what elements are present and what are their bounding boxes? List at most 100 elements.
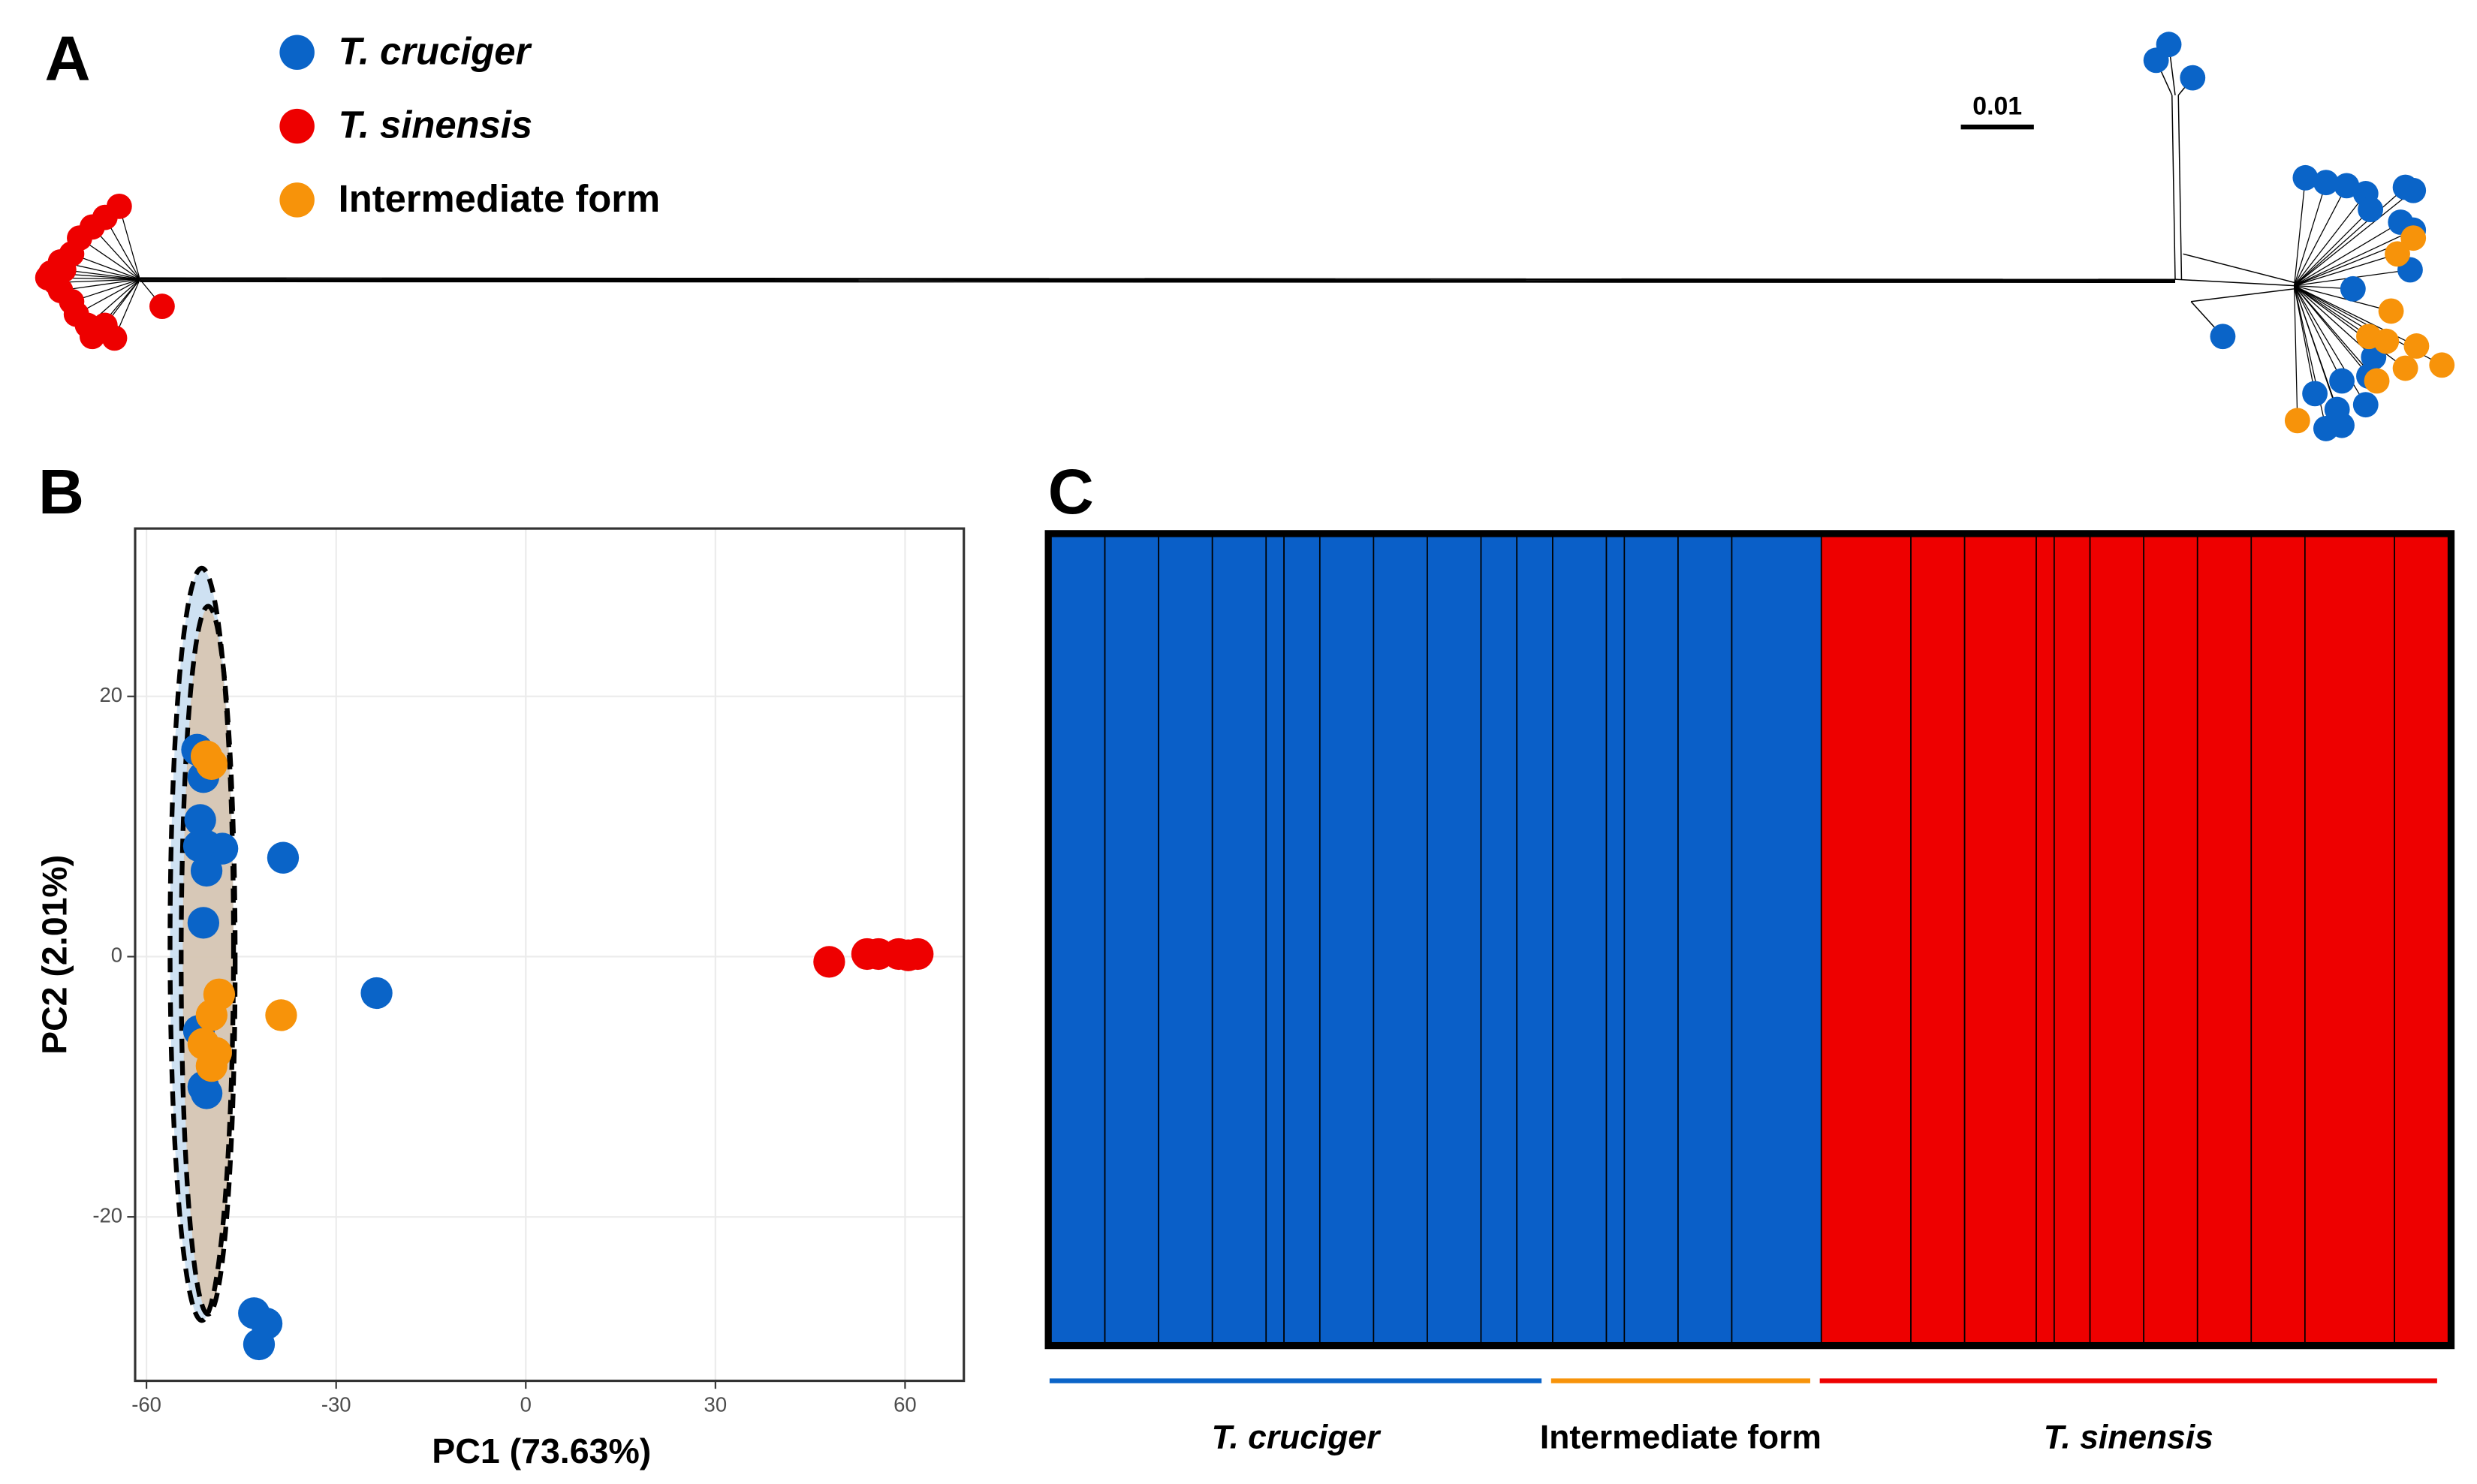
y-axis-label: PC2 (2.01%) xyxy=(35,855,74,1055)
point xyxy=(187,907,220,939)
plot-frame xyxy=(1044,530,2455,1350)
branch xyxy=(2294,253,2398,287)
y-tick-label: -20 xyxy=(92,1203,122,1227)
branch xyxy=(140,281,2176,284)
y-tick-label: 20 xyxy=(99,683,122,706)
ellipse-outline xyxy=(179,604,238,1317)
point xyxy=(243,1328,276,1361)
branch xyxy=(140,277,2176,280)
panel-label: C xyxy=(1048,456,1094,527)
ancestry-bar xyxy=(1211,535,1267,1344)
ancestry-bar xyxy=(1910,535,1966,1344)
tip xyxy=(2313,170,2339,196)
tip xyxy=(2400,177,2427,203)
group-label: Intermediate form xyxy=(1540,1419,1822,1456)
tip xyxy=(2358,197,2384,223)
x-tick-label: -30 xyxy=(321,1393,351,1416)
tip xyxy=(2352,392,2379,418)
tip xyxy=(101,325,128,351)
branch xyxy=(2293,177,2307,286)
ancestry-bar xyxy=(1605,535,1626,1344)
pca-plot: -60 -30 0 30 60 -20 0 20 PC1 (73.63%) PC2 (2.01%) xyxy=(35,527,966,1470)
point xyxy=(813,946,845,978)
point xyxy=(195,999,228,1031)
point xyxy=(182,829,215,862)
x-tick-label: 30 xyxy=(704,1393,728,1416)
branch xyxy=(2174,278,2295,287)
ancestry-bar xyxy=(1104,535,1159,1344)
branch xyxy=(2294,190,2414,287)
branch xyxy=(2294,187,2406,287)
branch xyxy=(2294,209,2371,287)
tree: T. cruciger T. sinensis Intermediate form 0… xyxy=(35,29,2455,441)
point xyxy=(267,841,300,874)
ancestry-bar xyxy=(1731,535,1822,1344)
branch xyxy=(2294,185,2347,286)
structure-plot: T. cruciger Intermediate form T. sinensis xyxy=(1044,530,2455,1456)
x-tick-label: 60 xyxy=(893,1393,917,1416)
branch xyxy=(2293,285,2298,421)
ancestry-bar xyxy=(2143,535,2198,1344)
tip xyxy=(2340,275,2366,302)
x-tick-label: -60 xyxy=(131,1393,161,1416)
tip xyxy=(2403,333,2430,359)
point xyxy=(902,938,934,971)
branch xyxy=(2191,288,2295,303)
ancestry-bar xyxy=(1318,535,1375,1344)
group-label: T. sinensis xyxy=(2044,1419,2213,1456)
tip xyxy=(2385,241,2410,267)
ancestry-bar xyxy=(1427,535,1482,1344)
tip xyxy=(2378,298,2404,324)
tip xyxy=(43,269,69,296)
point xyxy=(206,832,239,865)
ancestry-bar xyxy=(1552,535,1608,1344)
branch xyxy=(2294,284,2391,312)
ancestry-bar xyxy=(1373,535,1428,1344)
ancestry-bar xyxy=(1480,535,1518,1344)
plot-frame xyxy=(134,527,966,1383)
x-axis-label: PC1 (73.63%) xyxy=(432,1431,651,1470)
tip xyxy=(2429,352,2455,378)
ancestry-bar xyxy=(1516,535,1553,1344)
branch xyxy=(2294,285,2370,377)
branch xyxy=(2293,182,2327,286)
y-tick-label: 0 xyxy=(111,944,122,967)
ancestry-bar xyxy=(1050,535,1106,1344)
ancestry-bar xyxy=(2196,535,2253,1344)
branch xyxy=(2294,193,2367,286)
ancestry-bar xyxy=(2054,535,2091,1344)
tip xyxy=(2373,328,2400,354)
branch xyxy=(2293,285,2316,394)
ancestry-bar xyxy=(2304,535,2395,1344)
scale-label: 0.01 xyxy=(1972,92,2022,121)
legend-label: T. cruciger xyxy=(339,29,533,72)
ancestry-bar xyxy=(1265,535,1285,1344)
tip xyxy=(149,293,175,320)
point xyxy=(360,977,393,1010)
point xyxy=(265,999,297,1031)
tip xyxy=(2284,408,2310,434)
tip xyxy=(2329,368,2355,394)
branch xyxy=(140,279,2176,282)
ancestry-bar xyxy=(1963,535,2037,1344)
tip xyxy=(2156,32,2182,58)
tip xyxy=(2210,324,2236,350)
tip xyxy=(2329,412,2355,438)
ancestry-bar xyxy=(1677,535,1733,1344)
tip xyxy=(2292,164,2319,191)
point xyxy=(190,854,223,887)
legend-label: Intermediate form xyxy=(339,177,661,220)
branch xyxy=(60,278,140,291)
point xyxy=(195,1049,228,1082)
tip xyxy=(2392,355,2418,381)
ancestry-bar xyxy=(1158,535,1213,1344)
ancestry-bar xyxy=(1820,535,1912,1344)
point xyxy=(184,804,216,836)
branch xyxy=(2294,230,2414,287)
tip xyxy=(2302,381,2328,407)
legend-marker xyxy=(279,35,315,71)
branch xyxy=(140,278,2176,281)
branch xyxy=(2171,95,2176,280)
